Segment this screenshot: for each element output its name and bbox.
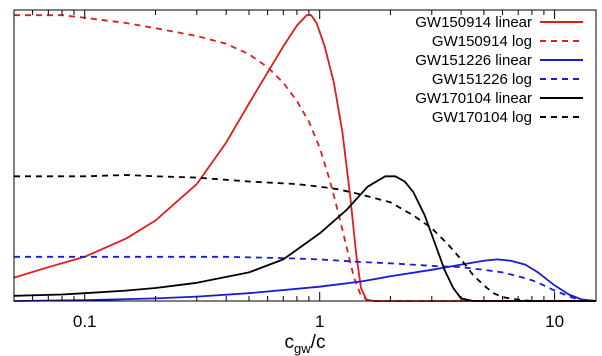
x-tick-label: 1 <box>315 312 324 331</box>
ticks-layer: 0.1 1 10 <box>13 10 564 331</box>
x-axis-label: cgw/c <box>285 332 326 356</box>
series-line-gw150914-log <box>14 14 596 302</box>
x-tick-label: 10 <box>545 312 564 331</box>
series-line-gw151226-linear <box>13 258 597 302</box>
x-axis-label-subscript: gw <box>294 341 311 356</box>
legend-label-gw151226-linear: GW151226 linear <box>415 52 532 69</box>
legend-label-gw170104-log: GW170104 log <box>432 109 532 126</box>
x-axis-label-tail: /c <box>311 332 326 353</box>
x-axis-label-main: c <box>285 332 295 353</box>
legend-label-gw170104-linear: GW170104 linear <box>415 90 532 107</box>
series-line-gw170104-linear <box>13 175 596 302</box>
legend: GW150914 linear GW150914 log GW151226 line… <box>415 14 583 126</box>
series-line-gw151226-log <box>14 255 597 302</box>
legend-label-gw151226-log: GW151226 log <box>432 71 532 88</box>
legend-label-gw150914-log: GW150914 log <box>432 33 532 50</box>
series-layer <box>13 14 597 302</box>
plot-frame <box>13 9 597 302</box>
x-tick-label: 0.1 <box>73 312 97 331</box>
legend-label-gw150914-linear: GW150914 linear <box>415 14 532 31</box>
series-line-gw170104-log <box>14 174 596 302</box>
